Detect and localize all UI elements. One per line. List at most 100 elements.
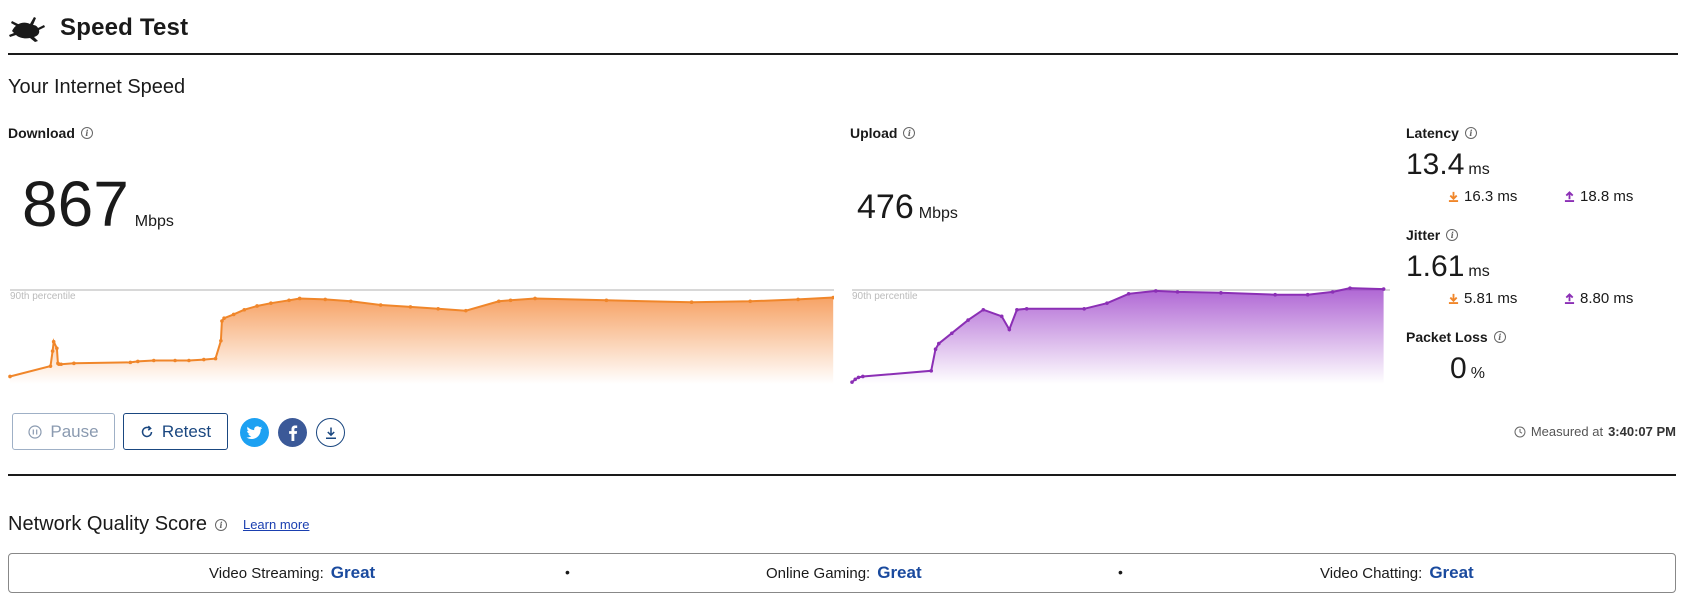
dl-sample-point: [72, 361, 76, 366]
upload-label: Upload: [850, 125, 898, 141]
upload-area: [852, 288, 1384, 384]
jitter-download-value: 5.81 ms: [1464, 290, 1518, 307]
facebook-share-button[interactable]: [278, 418, 307, 447]
jitter-value: 1.61: [1406, 250, 1465, 283]
download-percentile-label: 90th percentile: [10, 291, 76, 302]
download-label: Download: [8, 125, 75, 141]
info-icon[interactable]: i: [214, 518, 227, 531]
upload-arrow-icon: [1564, 293, 1575, 304]
dl-sample-point: [219, 338, 223, 343]
packet-loss-value: 0: [1450, 352, 1467, 385]
quality-value: Great: [330, 563, 376, 582]
ul-sample-point: [981, 307, 986, 312]
dl-sample-point: [497, 299, 501, 304]
quality-label: Video Streaming:: [209, 565, 324, 582]
dl-sample-point: [255, 304, 259, 308]
info-icon[interactable]: i: [1446, 229, 1459, 241]
retest-button[interactable]: Retest: [123, 413, 228, 450]
ul-sample-point: [1024, 307, 1029, 311]
upload-value-block: 476 Mbps: [857, 190, 958, 224]
download-arrow-icon: [1448, 191, 1459, 202]
rabbit-logo-icon: [9, 17, 45, 42]
dl-sample-point: [378, 303, 383, 307]
twitter-share-button[interactable]: [240, 418, 269, 447]
measured-at: Measured at 3:40:07 PM: [1514, 424, 1676, 439]
ul-sample-point: [1175, 290, 1180, 294]
dl-sample-point: [213, 356, 218, 361]
dl-sample-point: [220, 319, 224, 323]
quality-online-gaming: Online Gaming: Great: [766, 563, 922, 583]
jitter-download: 5.81 ms: [1448, 290, 1517, 307]
latency-upload-value: 18.8 ms: [1580, 188, 1634, 205]
learn-more-link[interactable]: Learn more: [242, 517, 310, 532]
dl-sample-point: [831, 295, 834, 300]
header-divider: [8, 53, 1678, 55]
jitter-block: 1.61 ms 5.81 ms 8.80 ms: [1406, 252, 1666, 310]
dl-sample-point: [8, 374, 12, 379]
ul-sample-point: [966, 318, 970, 322]
dl-sample-point: [48, 364, 53, 368]
download-points: [8, 295, 834, 379]
dl-sample-point: [202, 357, 206, 362]
latency-download-value: 16.3 ms: [1464, 188, 1518, 205]
refresh-icon: [141, 425, 153, 437]
network-quality-box: Video Streaming: Great • Online Gaming: …: [8, 553, 1676, 593]
quality-value: Great: [1429, 563, 1474, 582]
ul-sample-point: [853, 377, 858, 382]
ul-sample-point: [856, 375, 861, 380]
app-header: Speed Test: [8, 8, 188, 48]
app-title: Speed Test: [60, 14, 189, 41]
dl-sample-point: [464, 308, 468, 313]
dl-sample-point: [533, 296, 537, 301]
download-unit: Mbps: [134, 213, 174, 230]
dl-sample-point: [242, 307, 247, 312]
quality-video-chatting: Video Chatting: Great: [1320, 563, 1474, 583]
packet-loss-label: Packet Loss: [1406, 329, 1488, 345]
upload-arrow-icon: [1564, 191, 1575, 202]
dl-sample-point: [323, 297, 328, 302]
dl-sample-point: [173, 358, 177, 363]
ul-sample-point: [950, 331, 954, 336]
pause-label: Pause: [50, 421, 99, 441]
dl-sample-point: [689, 300, 694, 305]
download-chart: 90th percentile: [8, 289, 834, 384]
latency-upload: 18.8 ms: [1564, 188, 1633, 205]
ul-sample-point: [1381, 287, 1386, 291]
upload-label-row: Upload i: [850, 125, 916, 141]
ul-sample-point: [937, 341, 941, 346]
info-icon[interactable]: i: [1464, 127, 1477, 139]
upload-points: [850, 286, 1386, 384]
download-results-icon: [325, 427, 336, 439]
upload-value: 476: [857, 188, 914, 226]
dl-sample-point: [287, 298, 291, 303]
ul-sample-point: [1105, 301, 1109, 305]
download-value: 867: [22, 168, 129, 240]
dl-sample-point: [128, 360, 133, 365]
dl-sample-point: [59, 362, 63, 367]
info-icon[interactable]: i: [903, 127, 916, 139]
dl-sample-point: [222, 316, 226, 320]
info-icon[interactable]: i: [1493, 331, 1506, 343]
network-quality-title-row: Network Quality Score i Learn more: [8, 513, 309, 536]
info-icon[interactable]: i: [80, 127, 93, 139]
dl-sample-point: [748, 299, 752, 304]
separator-dot: •: [565, 564, 570, 580]
quality-value: Great: [877, 563, 922, 582]
jitter-label: Jitter: [1406, 227, 1441, 243]
section-divider: [8, 474, 1676, 476]
pause-button[interactable]: Pause: [12, 413, 115, 450]
dl-sample-point: [55, 346, 59, 351]
section-title: Your Internet Speed: [8, 76, 186, 98]
separator-dot: •: [1118, 564, 1123, 580]
facebook-icon: [288, 424, 297, 441]
ul-sample-point: [1219, 291, 1223, 295]
dl-sample-point: [349, 299, 353, 304]
ul-sample-point: [933, 347, 938, 352]
clock-icon: [1514, 426, 1526, 437]
jitter-upload-value: 8.80 ms: [1580, 290, 1634, 307]
packet-loss-unit: %: [1470, 365, 1485, 382]
dl-sample-point: [436, 307, 440, 311]
ul-sample-point: [1305, 292, 1310, 297]
ul-sample-point: [1273, 292, 1277, 297]
download-results-button[interactable]: [316, 418, 345, 447]
